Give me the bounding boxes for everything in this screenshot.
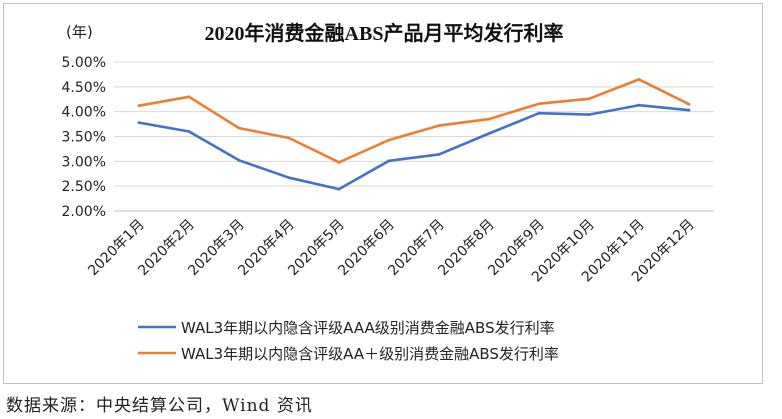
data-point: [487, 117, 491, 121]
data-point: [587, 97, 591, 101]
data-point: [587, 113, 591, 117]
legend-label: WAL3年期以内隐含评级AA＋级别消费金融ABS发行利率: [181, 345, 559, 363]
y-tick-label: 3.50%: [62, 130, 106, 146]
y-tick-label: 4.50%: [62, 80, 106, 96]
data-point: [187, 95, 191, 99]
legend-label: WAL3年期以内隐含评级AAA级别消费金融ABS发行利率: [181, 319, 555, 337]
data-point: [437, 124, 441, 127]
data-point: [487, 132, 491, 135]
y-tick-label: 2.00%: [62, 204, 106, 220]
x-axis: 2020年1月2020年2月2020年3月2020年4月2020年5月2020年…: [85, 210, 714, 285]
data-point: [437, 152, 441, 156]
source-note: 数据来源：中央结算公司，Wind 资讯: [6, 396, 313, 416]
data-point: [637, 103, 641, 107]
y-unit-label: (年): [66, 23, 93, 41]
y-tick-label: 2.50%: [62, 179, 106, 195]
y-tick-label: 3.00%: [62, 154, 106, 170]
data-point: [687, 102, 691, 106]
data-point: [187, 130, 191, 133]
data-point: [387, 159, 391, 163]
data-point: [537, 102, 541, 106]
data-point: [237, 158, 241, 162]
series-line-1: [137, 103, 691, 191]
data-point: [237, 126, 241, 130]
chart-title: 2020年消费金融ABS产品月平均发行利率: [205, 21, 564, 45]
data-point: [287, 176, 291, 180]
y-axis: 2.00% 2.50% 3.00% 3.50% 4.00% 4.50% 5.00%: [62, 55, 106, 220]
data-point: [637, 77, 641, 81]
data-point: [687, 108, 691, 112]
series-lines: [137, 77, 691, 191]
line-chart: 2020年消费金融ABS产品月平均发行利率 (年) 2.00% 2.50% 3.00…: [62, 21, 714, 363]
data-point: [137, 121, 141, 124]
data-point: [337, 160, 341, 164]
y-tick-label: 5.00%: [62, 55, 106, 71]
data-point: [387, 138, 391, 142]
data-point: [537, 111, 541, 115]
data-point: [287, 136, 291, 140]
data-point: [337, 187, 341, 191]
series-line-2: [137, 78, 691, 164]
y-tick-label: 4.00%: [62, 105, 106, 121]
chart-frame: 2020年消费金融ABS产品月平均发行利率 (年) 2.00% 2.50% 3.00…: [3, 3, 763, 384]
data-point: [137, 104, 141, 108]
legend: WAL3年期以内隐含评级AAA级别消费金融ABS发行利率 WAL3年期以内隐含评级…: [138, 319, 559, 363]
